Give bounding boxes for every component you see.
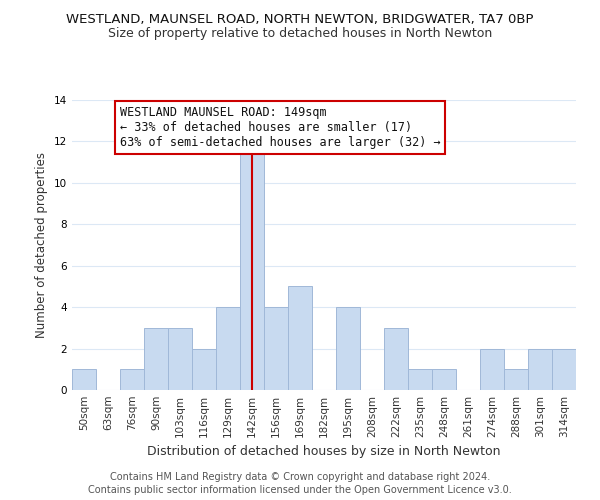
Text: WESTLAND, MAUNSEL ROAD, NORTH NEWTON, BRIDGWATER, TA7 0BP: WESTLAND, MAUNSEL ROAD, NORTH NEWTON, BR… [66, 12, 534, 26]
Bar [384, 328, 408, 390]
Bar [528, 348, 552, 390]
Bar [240, 142, 264, 390]
Text: Contains public sector information licensed under the Open Government Licence v3: Contains public sector information licen… [88, 485, 512, 495]
Text: Contains HM Land Registry data © Crown copyright and database right 2024.: Contains HM Land Registry data © Crown c… [110, 472, 490, 482]
Bar [288, 286, 312, 390]
Bar [216, 307, 240, 390]
Bar [72, 370, 96, 390]
Bar [168, 328, 192, 390]
Bar [504, 370, 528, 390]
Bar [432, 370, 456, 390]
Bar [336, 307, 360, 390]
X-axis label: Distribution of detached houses by size in North Newton: Distribution of detached houses by size … [147, 446, 501, 458]
Bar [144, 328, 168, 390]
Bar [480, 348, 504, 390]
Y-axis label: Number of detached properties: Number of detached properties [35, 152, 49, 338]
Bar [120, 370, 144, 390]
Bar [264, 307, 288, 390]
Text: WESTLAND MAUNSEL ROAD: 149sqm
← 33% of detached houses are smaller (17)
63% of s: WESTLAND MAUNSEL ROAD: 149sqm ← 33% of d… [120, 106, 440, 149]
Bar [552, 348, 576, 390]
Bar [192, 348, 216, 390]
Text: Size of property relative to detached houses in North Newton: Size of property relative to detached ho… [108, 28, 492, 40]
Bar [408, 370, 432, 390]
